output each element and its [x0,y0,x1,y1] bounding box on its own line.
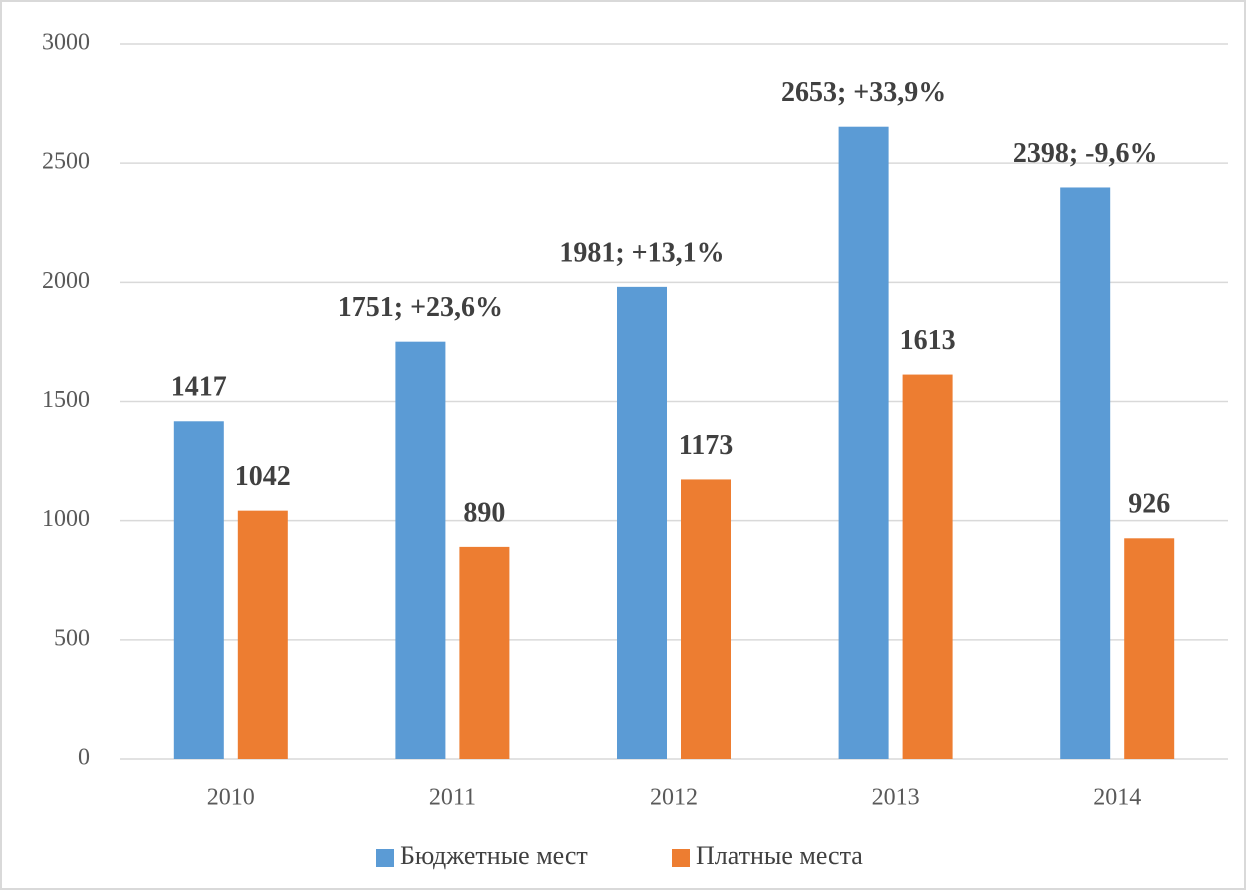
y-tick-label: 1500 [42,387,90,413]
bar [902,374,953,759]
data-label: 1042 [235,461,291,492]
bar [395,341,446,759]
bar [617,286,667,759]
bar [838,126,889,760]
y-tick-label: 0 [78,745,90,771]
legend-swatch [672,849,690,867]
data-label: 1981; +13,1% [559,237,724,268]
y-tick-label: 2500 [42,149,90,175]
y-tick-label: 500 [54,625,90,651]
bar [173,421,224,759]
legend-label: Бюджетные мест [400,841,588,870]
x-tick-label: 2014 [1093,785,1141,811]
data-label: 890 [463,497,505,528]
bar [459,546,510,759]
bar [1060,187,1111,759]
legend-label: Платные места [696,841,863,870]
data-label: 1173 [679,430,733,461]
data-label: 2398; -9,6% [1013,138,1158,169]
legend-swatch [376,849,394,867]
data-label: 1613 [900,325,956,356]
data-label: 926 [1128,489,1170,520]
x-tick-label: 2012 [650,785,698,811]
bar [681,479,731,759]
x-tick-label: 2013 [872,785,920,811]
x-tick-label: 2010 [207,785,255,811]
data-label: 1751; +23,6% [338,292,503,323]
y-tick-label: 3000 [42,30,90,56]
bar [237,510,288,759]
x-tick-label: 2011 [429,785,476,811]
y-tick-label: 2000 [42,268,90,294]
data-label: 2653; +33,9% [781,77,946,108]
y-tick-label: 1000 [42,506,90,532]
data-label: 1417 [171,372,227,403]
bar [1124,538,1175,759]
